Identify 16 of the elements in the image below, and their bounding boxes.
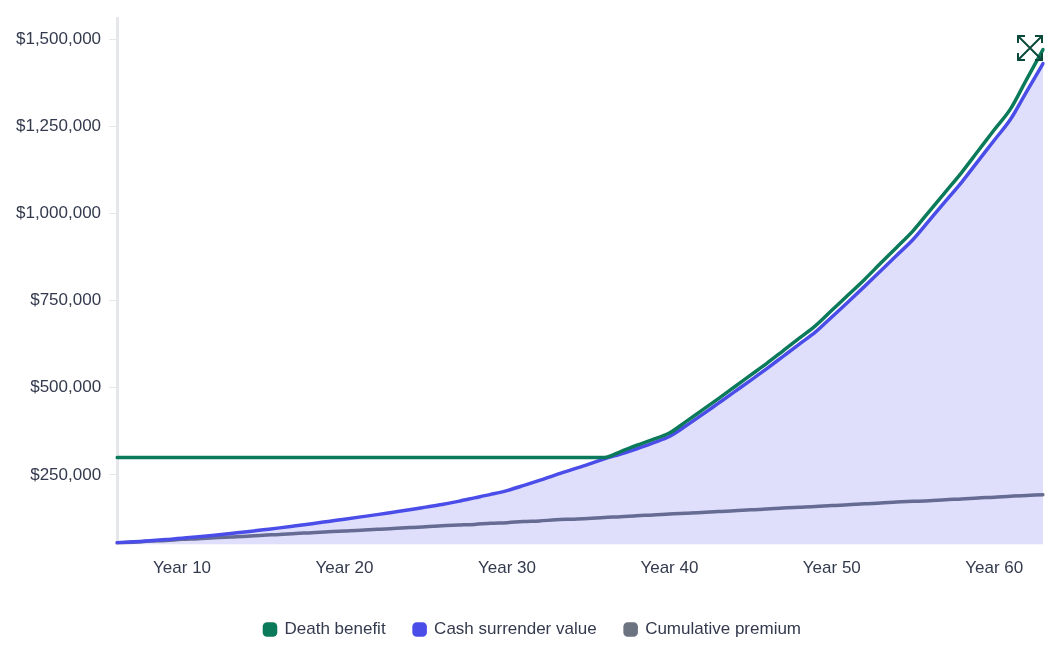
legend-label: Cash surrender value <box>434 619 597 639</box>
y-tick-label: $1,000,000 <box>15 203 102 223</box>
y-tick-label: $1,250,000 <box>15 115 102 135</box>
y-tick-label: $250,000 <box>30 464 102 484</box>
x-tick-label: Year 40 <box>640 558 699 578</box>
y-tick-label: $750,000 <box>30 290 102 310</box>
x-tick-label: Year 10 <box>153 558 212 578</box>
y-tick-label: $1,500,000 <box>15 28 102 48</box>
x-tick-label: Year 20 <box>315 558 374 578</box>
legend-label: Death benefit <box>284 619 386 639</box>
legend-label: Cumulative premium <box>645 619 802 639</box>
x-tick-label: Year 30 <box>477 558 536 578</box>
x-tick-label: Year 60 <box>965 558 1024 578</box>
y-tick-label: $500,000 <box>30 377 102 397</box>
x-tick-label: Year 50 <box>802 558 861 578</box>
line-series <box>115 47 1045 460</box>
